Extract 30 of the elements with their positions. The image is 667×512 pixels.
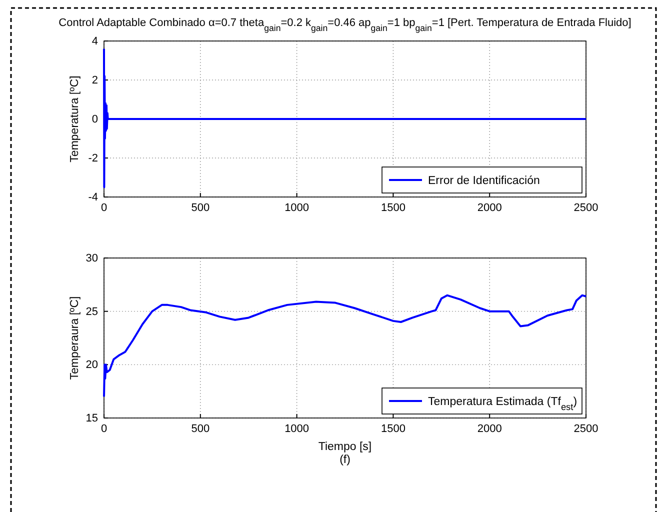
y-tick-label: -2 <box>88 152 98 165</box>
x-axis-title: Tiempo [s] <box>318 441 372 453</box>
x-tick-label: 2000 <box>477 422 502 435</box>
y-tick-label: 25 <box>86 306 98 318</box>
x-tick-label: 1000 <box>284 202 310 214</box>
x-tick-label: 2500 <box>574 422 598 435</box>
legend-label: Temperatura Estimada (Tf$_{est}$) <box>428 396 578 412</box>
x-tick-label: 2000 <box>477 202 502 214</box>
x-tick-label: 0 <box>100 422 108 435</box>
text: (f) <box>340 454 351 466</box>
y-tick-label: -4 <box>88 192 98 204</box>
x-tick-label: 0 <box>100 202 108 214</box>
y-tick-label: 2 <box>92 74 98 87</box>
y-tick-label: 20 <box>86 359 98 372</box>
y-tick-label: 0 <box>92 114 98 126</box>
y-axis-title: Temperatura [ºC] <box>69 76 81 162</box>
x-tick-label: 2500 <box>574 202 598 214</box>
y-tick-label: 30 <box>86 252 98 265</box>
line-series <box>103 48 587 188</box>
y-axis-title: Temperaura [ºC] <box>69 296 81 380</box>
line-series <box>103 294 587 398</box>
x-tick-label: 500 <box>191 422 210 435</box>
x-tick-label: 1500 <box>380 422 406 435</box>
x-tick-label: 1000 <box>284 422 310 435</box>
chart-title: Control Adaptable Combinado α=0.7 theta$_{gain}$=0.2 k$_{gain}$=0.46 ap$_{gain}$=1 bp$_{gain}$=1 [Pert. Temperatura de Entrada Fluido] <box>58 17 632 33</box>
legend-label: Error de Identificación <box>428 175 540 187</box>
y-tick-label: 15 <box>86 412 98 425</box>
x-tick-label: 1500 <box>380 202 406 214</box>
y-tick-label: 4 <box>92 36 98 48</box>
x-tick-label: 500 <box>191 202 210 214</box>
